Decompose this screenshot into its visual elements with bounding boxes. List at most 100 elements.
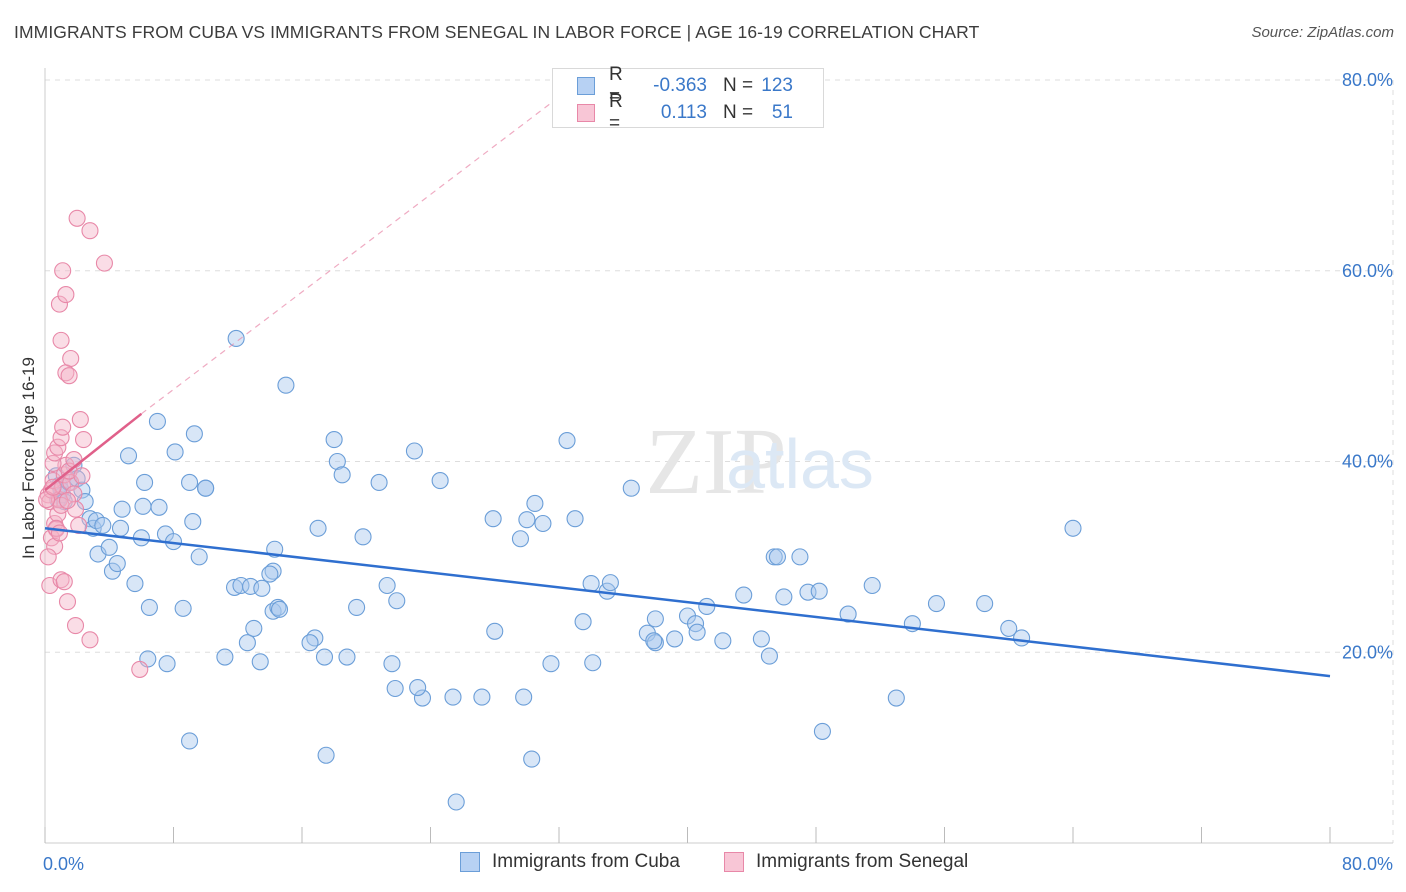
senegal-point: [65, 451, 83, 469]
senegal-point: [60, 367, 78, 385]
cuba-point: [523, 750, 541, 768]
senegal-trend-line: [44, 412, 143, 492]
legend-item-senegal[interactable]: Immigrants from Senegal: [724, 851, 968, 873]
cuba-point: [378, 576, 396, 595]
cuba-point: [100, 538, 118, 556]
cuba-point: [791, 548, 809, 566]
cuba-point: [698, 597, 716, 616]
cuba-point: [264, 562, 282, 580]
y-tick-label: 40.0%: [1342, 452, 1393, 472]
cuba-point: [119, 447, 138, 465]
cuba-point: [534, 514, 552, 533]
cuba-point: [526, 494, 544, 513]
cuba-point: [261, 565, 279, 583]
senegal-point: [131, 660, 149, 678]
cuba-point: [317, 746, 335, 764]
cuba-point: [688, 623, 706, 641]
cuba-point: [108, 555, 126, 573]
legend-item-cuba[interactable]: Immigrants from Cuba: [460, 851, 680, 873]
cuba-point: [134, 497, 152, 515]
cuba-point: [136, 473, 154, 492]
senegal-point: [49, 438, 67, 456]
r-label: R =: [609, 91, 623, 134]
cuba-point: [348, 598, 366, 616]
cuba-point: [354, 528, 372, 546]
grid-lines: [45, 79, 1394, 843]
n-value: 123: [761, 75, 793, 96]
senegal-point: [54, 262, 72, 280]
cuba-point: [405, 442, 423, 460]
cuba-point: [238, 634, 256, 652]
cuba-point: [386, 679, 404, 698]
correlation-legend: R = -0.363 N = 123 R = 0.113 N = 51: [552, 64, 824, 134]
senegal-point: [44, 472, 62, 490]
y-tick-label: 60.0%: [1342, 261, 1393, 281]
cuba-point: [839, 605, 857, 623]
cuba-point: [227, 329, 245, 348]
senegal-point: [95, 254, 113, 272]
cuba-point: [574, 613, 592, 631]
senegal-point: [46, 537, 64, 555]
cuba-point: [158, 655, 176, 673]
cuba-point: [140, 598, 158, 616]
legend-row-senegal: R = 0.113 N = 51: [577, 91, 793, 134]
cuba-point: [582, 575, 600, 593]
cuba-point: [370, 473, 388, 492]
cuba-point: [1064, 519, 1082, 537]
senegal-point: [73, 467, 91, 485]
watermark-atlas: atlas: [726, 425, 874, 503]
cuba-point: [338, 648, 356, 666]
cuba-point: [775, 588, 793, 606]
cuba-point: [486, 622, 504, 640]
x-tick-label: 80.0%: [1342, 854, 1393, 874]
senegal-point: [50, 295, 69, 313]
cuba-point: [185, 425, 203, 443]
cuba-point: [542, 655, 560, 673]
senegal-point: [58, 492, 77, 510]
senegal-point: [71, 410, 89, 429]
cuba-point: [409, 678, 427, 697]
cuba-point: [113, 500, 131, 518]
cuba-point: [645, 632, 663, 650]
cuba-point: [752, 630, 770, 648]
n-value: 51: [771, 102, 793, 123]
cuba-point: [150, 498, 168, 516]
cuba-point: [111, 519, 130, 537]
cuba-point: [184, 513, 202, 531]
senegal-point: [52, 429, 70, 447]
r-label: R =: [609, 64, 623, 107]
senegal-point: [81, 222, 99, 240]
cuba-point: [388, 592, 406, 610]
senegal-point: [39, 548, 57, 566]
cuba-swatch-icon: [460, 852, 480, 872]
cuba-point: [558, 431, 576, 450]
cuba-point: [473, 688, 491, 706]
data-points: [38, 209, 1082, 811]
cuba-point: [174, 599, 192, 617]
legend-label: Immigrants from Cuba: [492, 851, 680, 872]
cuba-point: [813, 722, 831, 740]
cuba-point: [566, 510, 584, 528]
n-label: N =: [723, 102, 754, 123]
senegal-point: [52, 331, 70, 349]
r-value: -0.363: [653, 75, 707, 96]
r-value: 0.113: [660, 102, 707, 123]
senegal-swatch-icon: [577, 104, 595, 122]
legend-row-cuba: R = -0.363 N = 123: [577, 64, 793, 107]
y-tick-label: 80.0%: [1342, 70, 1393, 90]
senegal-point: [62, 349, 80, 368]
cuba-point: [515, 688, 533, 706]
cuba-point: [887, 689, 905, 707]
cuba-point: [511, 530, 530, 548]
cuba-point: [518, 511, 536, 529]
cuba-point: [444, 688, 462, 706]
y-tick-label: 20.0%: [1342, 642, 1393, 662]
cuba-point: [328, 452, 346, 471]
cuba-point: [863, 576, 881, 595]
cuba-point: [601, 574, 619, 592]
cuba-point: [197, 479, 215, 497]
cuba-point: [447, 793, 465, 811]
cuba-point: [301, 634, 319, 652]
cuba-point: [270, 600, 289, 618]
